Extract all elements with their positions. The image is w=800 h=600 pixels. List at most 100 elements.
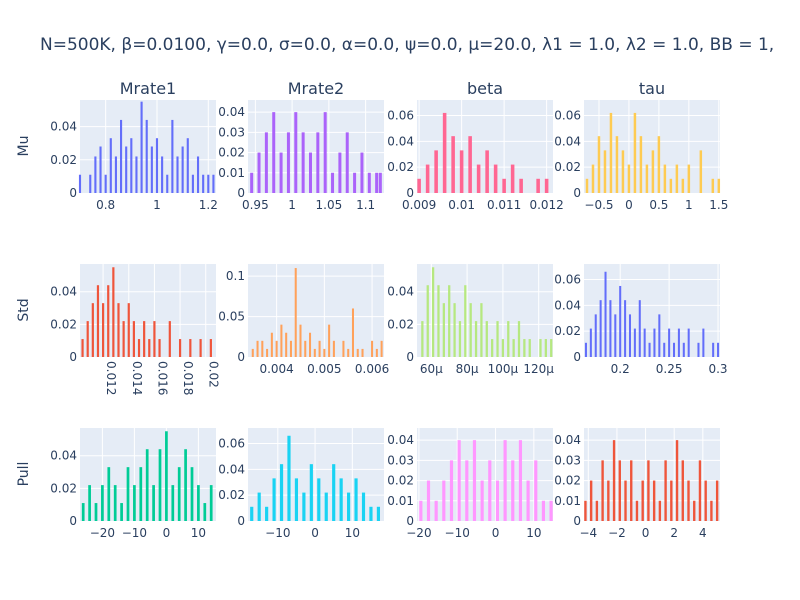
y-tick-label: 0.04 [50,285,77,299]
x-tick-label: 0.018 [181,361,195,395]
histogram-bar [135,156,138,193]
histogram-bar [601,460,604,521]
histogram-bar [485,150,489,193]
histogram-bar [209,485,213,521]
histogram-bar [119,119,123,193]
histogram-bar [318,340,321,357]
histogram-bar [651,150,655,193]
histogram-bar [464,285,467,357]
histogram-bar [670,480,673,521]
histogram-bar [96,285,100,357]
subplot-pull-mrate2: 0 0.02 0.04 0.06 −10 0 10 [218,428,384,540]
histogram-bar [526,480,530,521]
histogram-bar [491,339,494,357]
y-tick-label: 0.02 [50,317,77,331]
histogram-bar [212,174,215,193]
histogram-bar [184,449,187,521]
histogram-bar [517,321,521,357]
histogram-bar [299,324,302,357]
histogram-bar [86,321,89,357]
histogram-bar [345,132,349,193]
histogram-bar [472,440,477,521]
x-tick-label: 0.011 [487,198,521,212]
histogram-bar [361,348,364,357]
histogram-bar [153,321,156,357]
histogram-bar [496,321,499,357]
y-tick-label: 0.06 [218,437,245,451]
histogram-bar [113,485,117,521]
histogram-bar [717,178,721,193]
histogram-bar [697,342,700,357]
y-tick-label: 0.02 [387,474,414,488]
histogram-bar [161,156,164,193]
histogram-bar [323,348,326,357]
histogram-bar [518,440,523,521]
histogram-bar [589,480,593,521]
y-tick-label: 0.06 [554,109,581,123]
histogram-bar [448,285,451,357]
histogram-bar [309,332,312,357]
histogram-bar [177,467,181,521]
histogram-bar [375,172,379,193]
histogram-bar [510,164,515,193]
histogram-bar [145,119,148,193]
histogram-bar [495,480,500,521]
histogram-bar [165,431,168,521]
histogram-bar [511,460,515,521]
row-label-mu: Mu [16,136,32,157]
plot-area [417,428,553,521]
y-tick-label: 0 [406,514,414,528]
histogram-bar [476,164,481,193]
histogram-bar [209,339,212,357]
y-tick-label: 0 [69,514,77,528]
histogram-bar [528,339,531,357]
histogram-bar [434,150,438,193]
histogram-bar [81,503,85,521]
histogram-bar [647,460,650,521]
x-tick-label: 10 [526,526,541,540]
x-tick-label: 0.006 [355,362,389,376]
subplot-mu-beta: 0 0.02 0.04 0.06 0.009 0.01 0.011 0.012 [387,100,564,212]
column-title-mrate2: Mrate2 [288,79,344,98]
histogram-bar [668,328,671,357]
y-tick-label: 0 [237,186,245,200]
y-tick-label: 0.04 [50,120,77,134]
y-tick-label: 0.04 [554,134,581,148]
y-tick-label: 0 [69,186,77,200]
histogram-bar [431,267,435,357]
histogram-bar [369,506,373,521]
histogram-bar [347,492,351,521]
histogram-bar [328,324,331,357]
histogram-bar [266,348,269,357]
y-tick-label: 0 [406,350,414,364]
histogram-bar [550,339,553,357]
histogram-bar [434,500,438,521]
histogram-bar [712,342,715,357]
x-tick-label: 120μ [523,362,554,376]
histogram-bar [609,112,613,193]
y-tick-label: 0.02 [218,488,245,502]
histogram-bar [380,340,383,357]
histogram-bar [648,342,651,357]
subplot-std-beta: 0 0.02 0.04 60μ 80μ 100μ 120μ [387,264,554,376]
y-tick-label: 0.01 [218,166,245,180]
column-titles: Mrate1 Mrate2 beta tau [120,79,665,98]
histogram-bar [308,152,312,193]
x-tick-label: −0.5 [584,198,613,212]
histogram-bar [186,138,189,193]
histogram-bar [604,271,607,357]
histogram-bar [419,500,423,521]
histogram-bar [425,164,430,193]
column-title-tau: tau [639,79,665,98]
histogram-bar [294,478,299,521]
histogram-bar [715,480,719,521]
plot-area [248,264,384,357]
histogram-bar [338,152,342,193]
histogram-bar [426,285,429,357]
histogram-bar [323,112,327,193]
histogram-bar [112,267,115,357]
histogram-bar [109,138,112,193]
histogram-bar [693,500,696,521]
histogram-bar [158,339,161,357]
y-tick-label: 0.04 [554,298,581,312]
